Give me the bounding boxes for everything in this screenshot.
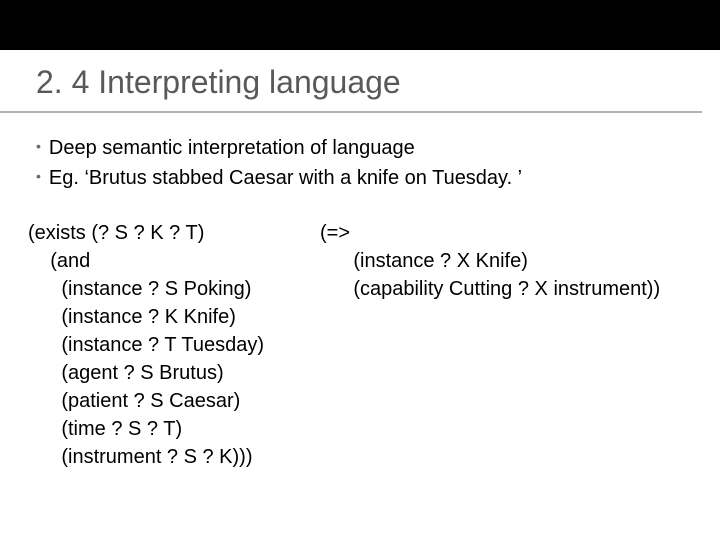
bullet-item: • Eg. ‘Brutus stabbed Caesar with a knif… bbox=[36, 165, 720, 191]
code-right: (=> (instance ? X Knife) (capability Cut… bbox=[320, 219, 720, 471]
bullet-text: Deep semantic interpretation of language bbox=[49, 135, 415, 161]
bullet-item: • Deep semantic interpretation of langua… bbox=[36, 135, 720, 161]
top-bar bbox=[0, 0, 720, 50]
slide-title: 2. 4 Interpreting language bbox=[0, 50, 702, 113]
bullet-dot-icon: • bbox=[36, 135, 41, 157]
bullet-text: Eg. ‘Brutus stabbed Caesar with a knife … bbox=[49, 165, 522, 191]
bullet-dot-icon: • bbox=[36, 165, 41, 187]
code-left: (exists (? S ? K ? T) (and (instance ? S… bbox=[28, 219, 320, 471]
code-columns: (exists (? S ? K ? T) (and (instance ? S… bbox=[0, 195, 720, 471]
bullet-list: • Deep semantic interpretation of langua… bbox=[0, 113, 720, 191]
